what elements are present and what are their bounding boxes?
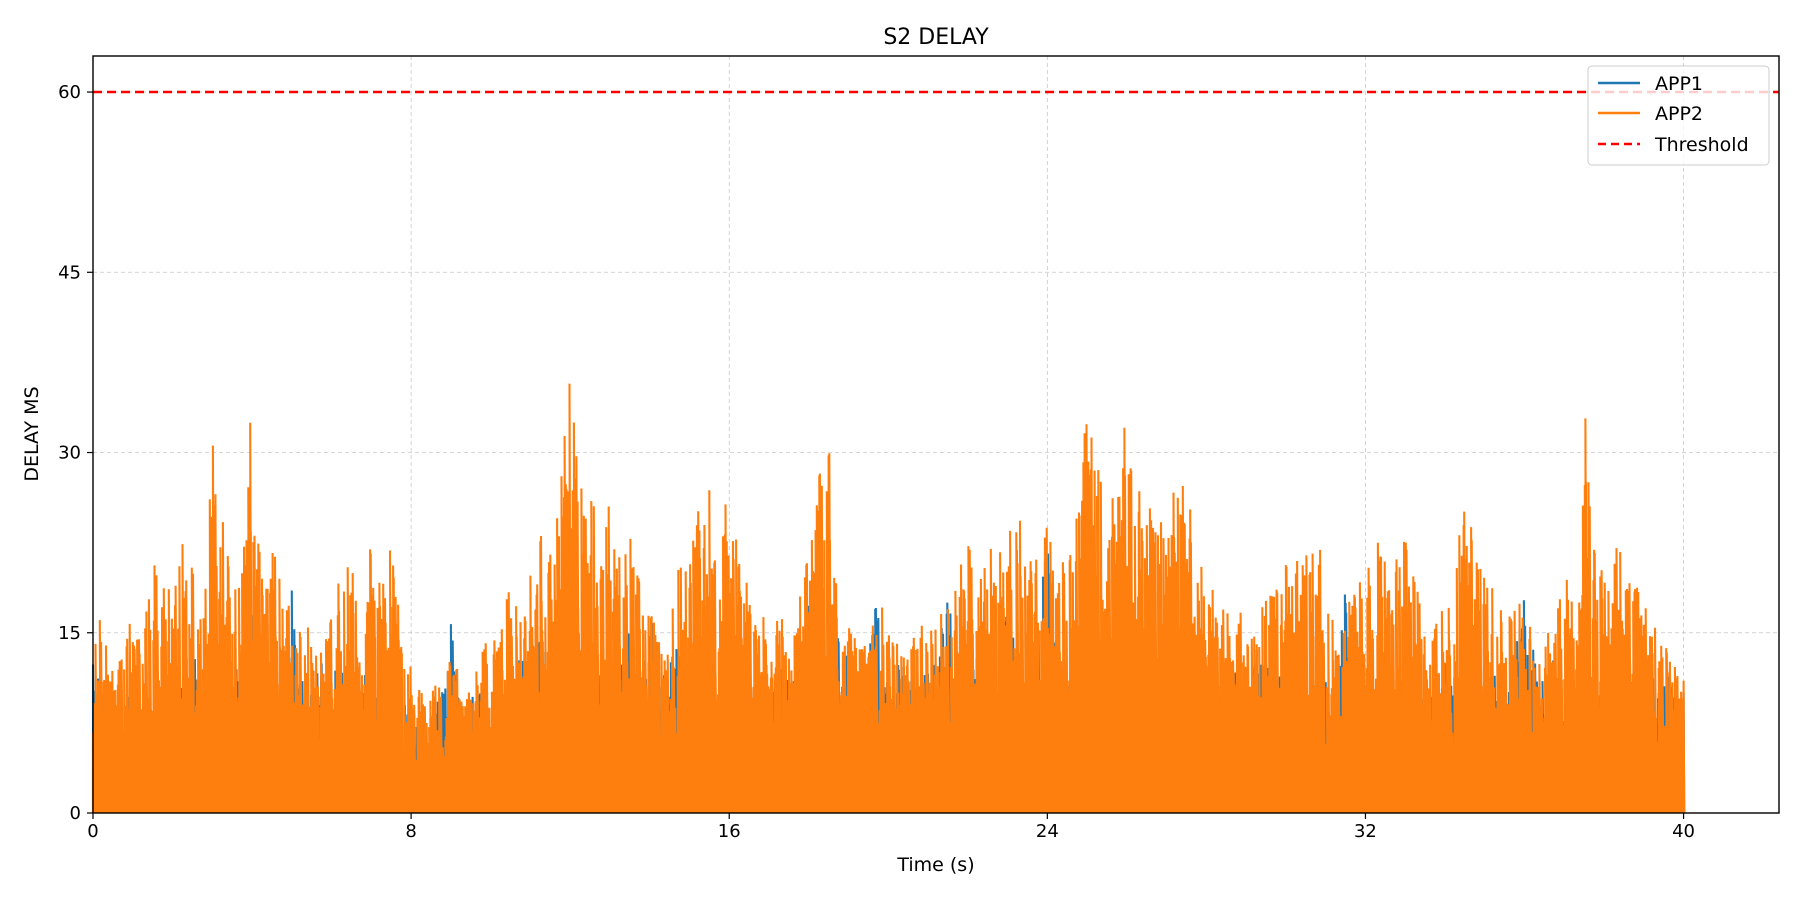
x-tick-label: 16	[718, 821, 741, 842]
x-tick-label: 40	[1672, 821, 1695, 842]
y-tick-label: 15	[58, 623, 81, 644]
x-tick-label: 8	[405, 821, 416, 842]
series-line-app2	[91, 383, 1686, 814]
y-tick-label: 60	[58, 82, 81, 103]
y-tick-label: 45	[58, 262, 81, 283]
series-layer	[91, 383, 1686, 814]
ticks: 0 8 16 24 32 40 0 15 30 45 60	[58, 82, 1695, 842]
x-tick-label: 32	[1354, 821, 1377, 842]
chart-title: S2 DELAY	[883, 25, 989, 50]
x-tick-label: 0	[87, 821, 98, 842]
x-axis-label: Time (s)	[896, 854, 974, 876]
legend-label-app1: APP1	[1655, 73, 1703, 95]
plot-frame	[92, 55, 1780, 814]
x-tick-label: 24	[1036, 821, 1059, 842]
legend-frame	[1587, 65, 1770, 166]
legend-label-app2: APP2	[1655, 103, 1703, 125]
legend-label-threshold: Threshold	[1654, 134, 1749, 156]
legend: APP1 APP2 Threshold	[1587, 65, 1770, 166]
y-tick-label: 0	[70, 803, 81, 824]
y-tick-label: 30	[58, 443, 81, 464]
y-axis-label: DELAY MS	[21, 386, 43, 481]
